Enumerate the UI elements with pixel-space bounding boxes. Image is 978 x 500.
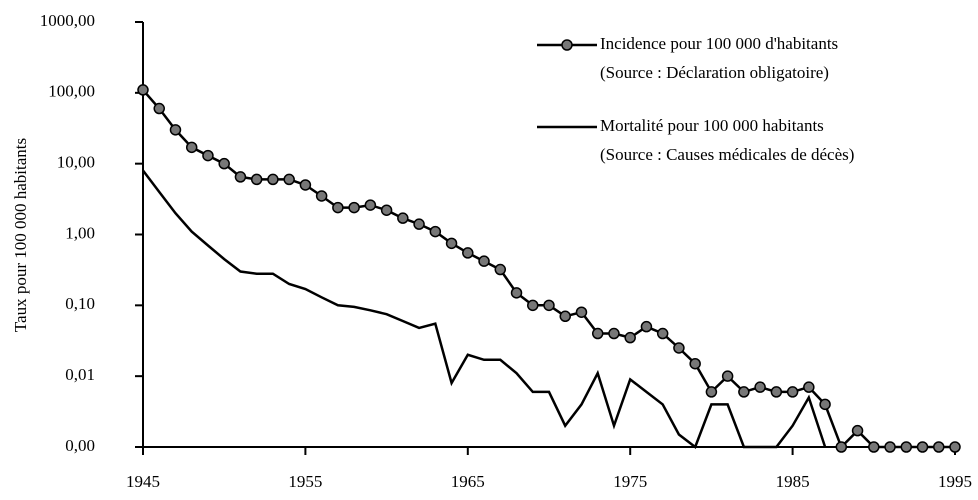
point <box>559 310 571 323</box>
x-tick-label: 1955 <box>288 472 322 491</box>
y-tick-label: 1,00 <box>65 223 95 242</box>
point <box>267 173 279 186</box>
point <box>137 84 149 96</box>
point <box>364 199 377 211</box>
y-tick-label: 0,01 <box>65 365 95 384</box>
point <box>478 255 490 267</box>
x-tick-label: 1965 <box>451 472 485 491</box>
point <box>949 441 961 453</box>
point <box>494 263 507 276</box>
point <box>380 204 393 216</box>
x-tick-label: 1985 <box>776 472 810 491</box>
point <box>884 441 896 453</box>
point <box>413 218 425 230</box>
y-tick-label: 0,00 <box>65 436 95 455</box>
legend-marker <box>561 39 573 51</box>
point <box>851 424 864 437</box>
point <box>916 441 929 453</box>
y-tick-label: 100,00 <box>48 82 95 101</box>
point <box>445 237 458 250</box>
point <box>721 370 734 382</box>
point <box>202 149 214 162</box>
x-tick-label: 1945 <box>126 472 160 491</box>
point <box>770 386 783 398</box>
legend-source: (Source : Déclaration obligatoire) <box>600 63 829 82</box>
point <box>153 102 165 115</box>
point <box>624 331 636 344</box>
point <box>656 327 669 340</box>
legend-label: Incidence pour 100 000 d'habitants <box>600 34 838 53</box>
point <box>169 124 182 136</box>
y-tick-label: 1000,00 <box>40 11 95 30</box>
point <box>543 299 555 312</box>
point <box>397 212 409 224</box>
point <box>819 398 831 411</box>
point <box>575 306 588 318</box>
point <box>868 441 880 453</box>
point <box>705 386 718 398</box>
point <box>283 173 295 186</box>
x-tick-label: 1975 <box>613 472 647 491</box>
legend-source: (Source : Causes médicales de décès) <box>600 145 854 164</box>
point <box>933 441 945 453</box>
point <box>900 441 913 453</box>
point <box>738 386 750 398</box>
point <box>786 386 799 398</box>
point <box>462 247 474 259</box>
legend-label: Mortalité pour 100 000 habitants <box>600 116 824 135</box>
series-line <box>142 169 827 450</box>
point <box>591 327 604 340</box>
point <box>527 299 539 312</box>
point <box>510 287 523 299</box>
point <box>185 141 198 154</box>
point <box>689 357 701 370</box>
point <box>218 157 230 170</box>
point <box>640 320 653 333</box>
point <box>803 381 815 393</box>
point <box>673 342 685 354</box>
point <box>332 201 344 214</box>
point <box>608 327 620 340</box>
y-axis-label: Taux pour 100 000 habitants <box>11 138 30 332</box>
point <box>835 441 848 453</box>
point <box>234 171 247 183</box>
point <box>754 381 766 393</box>
point <box>315 190 328 202</box>
point <box>429 225 442 238</box>
y-tick-label: 10,00 <box>57 153 95 172</box>
x-tick-label: 1995 <box>938 472 972 491</box>
point <box>250 173 263 186</box>
point <box>299 179 312 191</box>
y-tick-label: 0,10 <box>65 294 95 313</box>
point <box>348 201 360 214</box>
